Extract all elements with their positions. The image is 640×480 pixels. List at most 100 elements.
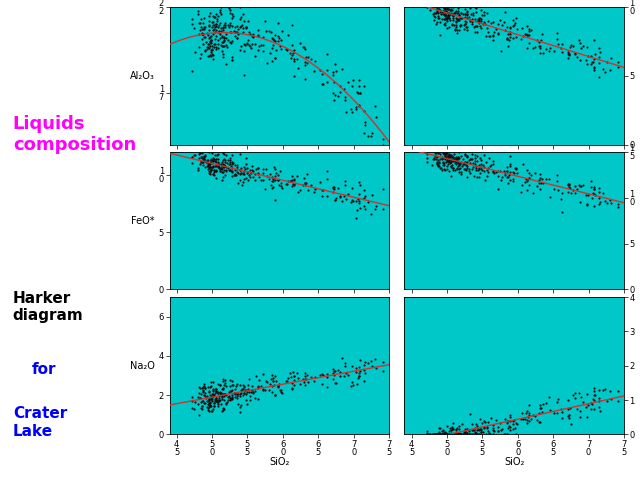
Point: [205, 393, 216, 401]
Point: [522, 177, 532, 185]
Point: [448, 14, 458, 22]
Point: [225, 394, 235, 402]
Point: [467, 15, 477, 23]
Point: [474, 17, 484, 24]
Point: [588, 384, 598, 392]
Point: [552, 409, 562, 417]
Point: [209, 168, 220, 176]
Point: [520, 178, 530, 185]
Point: [348, 76, 358, 84]
Point: [213, 161, 223, 169]
Point: [378, 367, 388, 374]
Point: [275, 34, 285, 41]
Point: [497, 425, 508, 433]
Point: [566, 189, 577, 197]
Point: [340, 93, 350, 101]
Point: [462, 425, 472, 433]
Point: [195, 26, 205, 34]
Point: [270, 55, 280, 62]
Point: [474, 173, 484, 181]
Point: [232, 161, 242, 168]
Point: [295, 186, 305, 193]
Point: [429, 16, 440, 24]
Point: [442, 11, 452, 19]
Point: [493, 168, 504, 175]
Point: [204, 395, 214, 403]
Point: [330, 196, 340, 204]
Point: [458, 10, 468, 18]
Point: [234, 170, 244, 178]
Point: [474, 164, 484, 172]
Point: [479, 18, 490, 26]
Point: [222, 398, 232, 406]
Point: [440, 155, 450, 163]
Point: [456, 170, 466, 178]
Point: [459, 428, 469, 435]
Point: [236, 169, 246, 177]
Point: [378, 205, 388, 213]
Point: [198, 383, 209, 391]
Point: [441, 14, 451, 22]
Point: [458, 160, 468, 168]
Point: [218, 406, 228, 414]
Point: [433, 5, 444, 13]
Point: [454, 12, 464, 19]
Point: [493, 30, 503, 37]
Point: [443, 12, 453, 20]
Point: [440, 19, 450, 27]
Point: [502, 419, 513, 426]
Point: [206, 156, 216, 164]
Point: [465, 410, 475, 418]
Point: [445, 431, 456, 438]
Point: [322, 370, 332, 378]
Point: [530, 169, 540, 177]
Point: [209, 21, 219, 29]
Point: [359, 82, 369, 90]
Point: [211, 388, 221, 396]
Point: [258, 33, 268, 41]
Point: [204, 162, 214, 169]
Point: [445, 5, 456, 12]
Point: [452, 431, 462, 438]
Point: [253, 383, 263, 390]
Point: [556, 195, 566, 203]
Point: [209, 391, 219, 398]
Point: [259, 385, 269, 393]
Point: [440, 431, 450, 438]
Point: [502, 418, 513, 425]
Point: [522, 44, 532, 52]
Point: [205, 379, 216, 386]
Point: [431, 431, 441, 438]
Point: [201, 38, 211, 46]
Point: [330, 196, 340, 204]
Point: [440, 151, 450, 158]
Point: [209, 403, 219, 410]
Point: [216, 164, 227, 172]
Point: [328, 68, 338, 76]
Point: [340, 362, 350, 370]
Point: [437, 155, 447, 163]
Point: [445, 0, 456, 4]
Point: [204, 167, 214, 175]
Point: [300, 61, 310, 69]
Point: [472, 431, 483, 438]
Point: [264, 175, 274, 182]
Point: [448, 431, 458, 438]
Point: [422, 3, 432, 11]
Point: [237, 381, 248, 388]
Point: [444, 5, 454, 12]
Point: [484, 155, 495, 162]
Point: [449, 150, 459, 158]
Point: [265, 380, 275, 388]
Point: [210, 157, 220, 165]
Point: [480, 20, 490, 28]
Point: [216, 389, 226, 397]
Point: [452, 15, 463, 23]
Point: [322, 78, 332, 86]
Point: [353, 372, 364, 380]
Point: [360, 118, 370, 126]
Point: [589, 36, 599, 44]
Point: [322, 373, 332, 381]
Point: [209, 166, 219, 173]
Point: [523, 413, 533, 421]
